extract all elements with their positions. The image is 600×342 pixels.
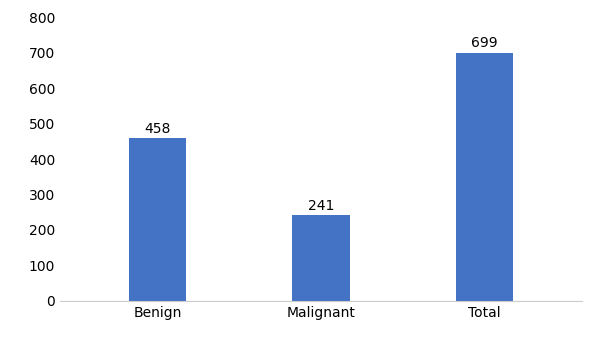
Text: 699: 699 — [471, 36, 497, 50]
Text: 241: 241 — [308, 199, 334, 213]
Bar — [455, 53, 512, 301]
Bar — [130, 139, 187, 301]
Bar — [292, 215, 350, 301]
Text: 458: 458 — [145, 122, 171, 136]
